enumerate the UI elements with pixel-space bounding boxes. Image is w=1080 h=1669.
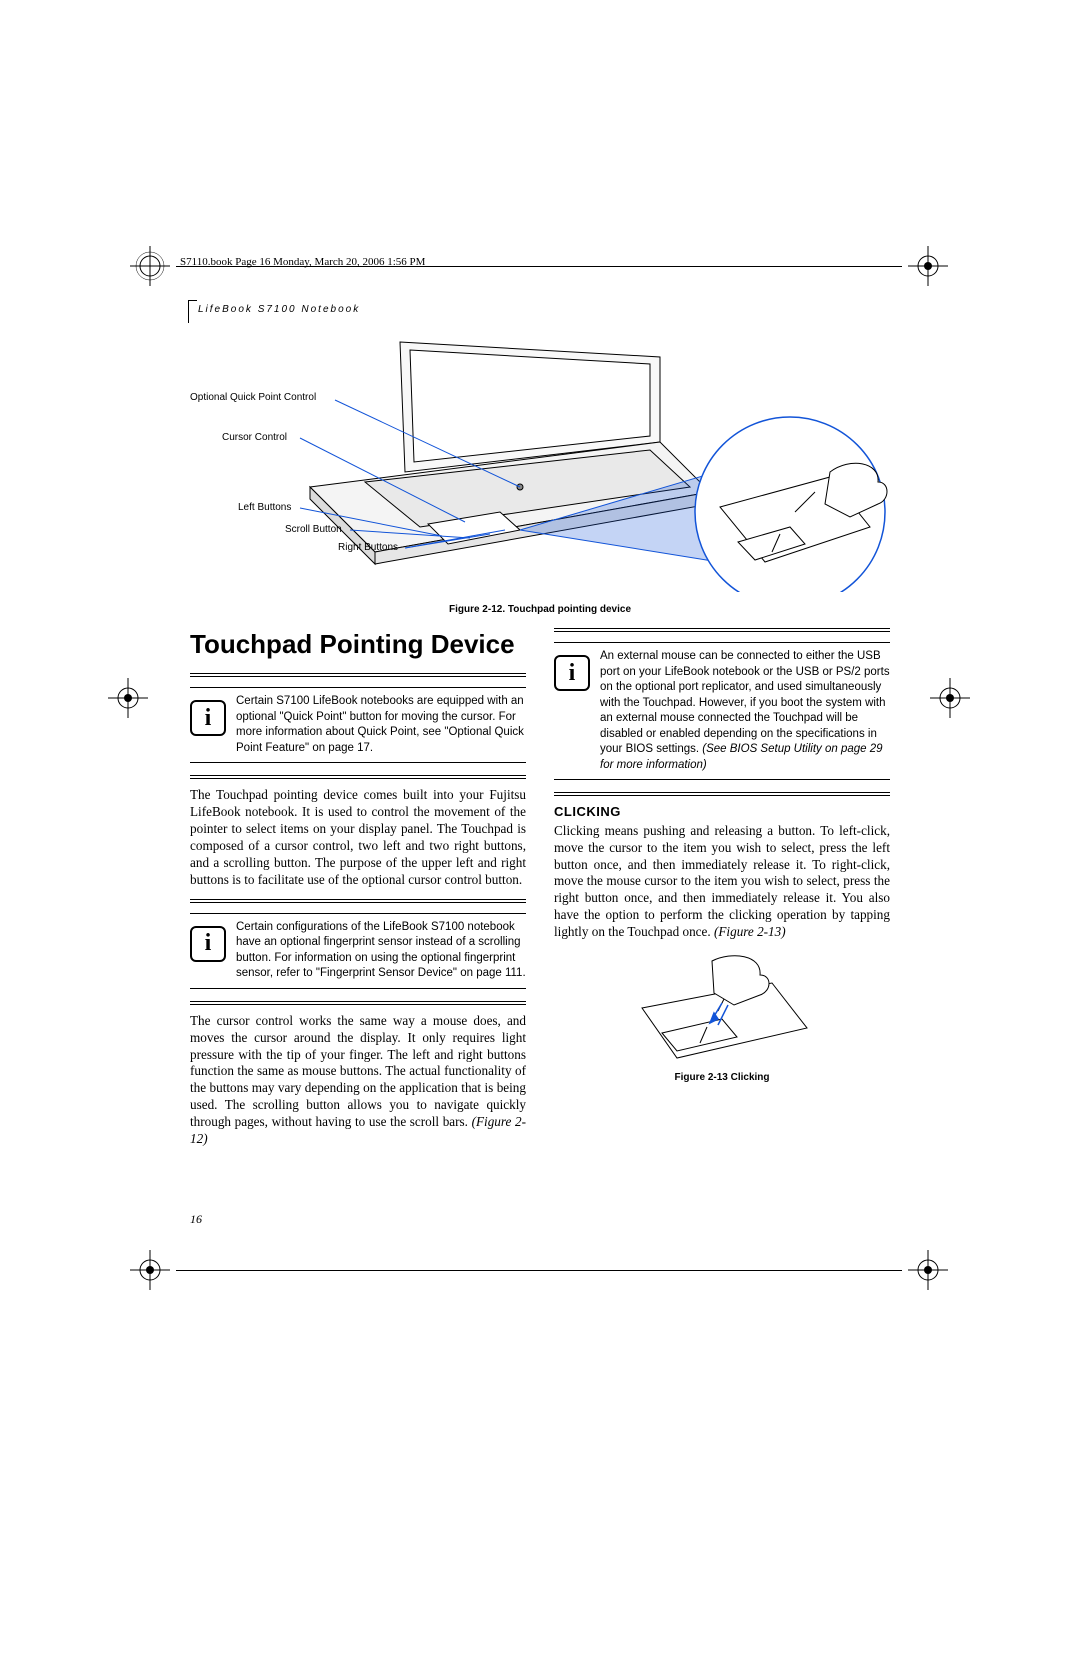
info-icon: i xyxy=(190,926,226,962)
rule xyxy=(190,673,526,677)
crop-rule-bot xyxy=(176,1270,902,1271)
print-header: S7110.book Page 16 Monday, March 20, 200… xyxy=(180,256,425,268)
laptop-illustration xyxy=(190,332,890,592)
column-right: i An external mouse can be connected to … xyxy=(554,628,890,1158)
label-right: Right Buttons xyxy=(338,542,398,553)
page-number: 16 xyxy=(190,1212,202,1227)
column-left: Touchpad Pointing Device i Certain S7100… xyxy=(190,628,526,1158)
body-para: Clicking means pushing and releasing a b… xyxy=(554,823,890,941)
info-box-fingerprint: i Certain configurations of the LifeBook… xyxy=(190,913,526,989)
running-head-rule xyxy=(188,300,197,323)
rule xyxy=(190,1001,526,1005)
body-para: The Touchpad pointing device comes built… xyxy=(190,787,526,888)
page: S7110.book Page 16 Monday, March 20, 200… xyxy=(0,0,1080,1669)
crop-mark-tl xyxy=(130,246,170,286)
body-text: Clicking means pushing and releasing a b… xyxy=(554,823,890,939)
figure-caption-main: Figure 2-12. Touchpad pointing device xyxy=(190,604,890,615)
crop-mark-ml xyxy=(108,678,148,718)
rule xyxy=(554,792,890,796)
info-icon: i xyxy=(554,655,590,691)
info-text: Certain configurations of the LifeBook S… xyxy=(236,920,526,982)
rule xyxy=(190,775,526,779)
info-box-quickpoint: i Certain S7100 LifeBook notebooks are e… xyxy=(190,687,526,763)
info-icon: i xyxy=(190,700,226,736)
body-text: The cursor control works the same way a … xyxy=(190,1013,526,1129)
crop-mark-mr xyxy=(930,678,970,718)
info-box-external-mouse: i An external mouse can be connected to … xyxy=(554,642,890,780)
label-cursor: Cursor Control xyxy=(222,432,287,443)
crop-mark-tr xyxy=(908,246,948,286)
info-text-body: An external mouse can be connected to ei… xyxy=(600,650,890,755)
running-head: LifeBook S7100 Notebook xyxy=(198,304,360,315)
label-quickpoint: Optional Quick Point Control xyxy=(190,392,316,403)
clicking-illustration xyxy=(622,953,822,1063)
info-text: An external mouse can be connected to ei… xyxy=(600,649,890,773)
section-heading-clicking: CLICKING xyxy=(554,804,890,821)
body-columns: Touchpad Pointing Device i Certain S7100… xyxy=(190,628,890,1158)
figure-touchpad: Optional Quick Point Control Cursor Cont… xyxy=(190,332,890,602)
page-title: Touchpad Pointing Device xyxy=(190,628,526,661)
label-left: Left Buttons xyxy=(238,502,291,513)
crop-mark-bl xyxy=(130,1250,170,1290)
figure-clicking: Figure 2-13 Clicking xyxy=(554,953,890,1085)
rule xyxy=(554,628,890,632)
figure-ref: (Figure 2-13) xyxy=(714,924,786,939)
crop-mark-br xyxy=(908,1250,948,1290)
label-scroll: Scroll Button xyxy=(285,524,342,535)
body-para: The cursor control works the same way a … xyxy=(190,1013,526,1148)
info-text: Certain S7100 LifeBook notebooks are equ… xyxy=(236,694,526,756)
rule xyxy=(190,899,526,903)
figure-caption-clicking: Figure 2-13 Clicking xyxy=(554,1072,890,1085)
